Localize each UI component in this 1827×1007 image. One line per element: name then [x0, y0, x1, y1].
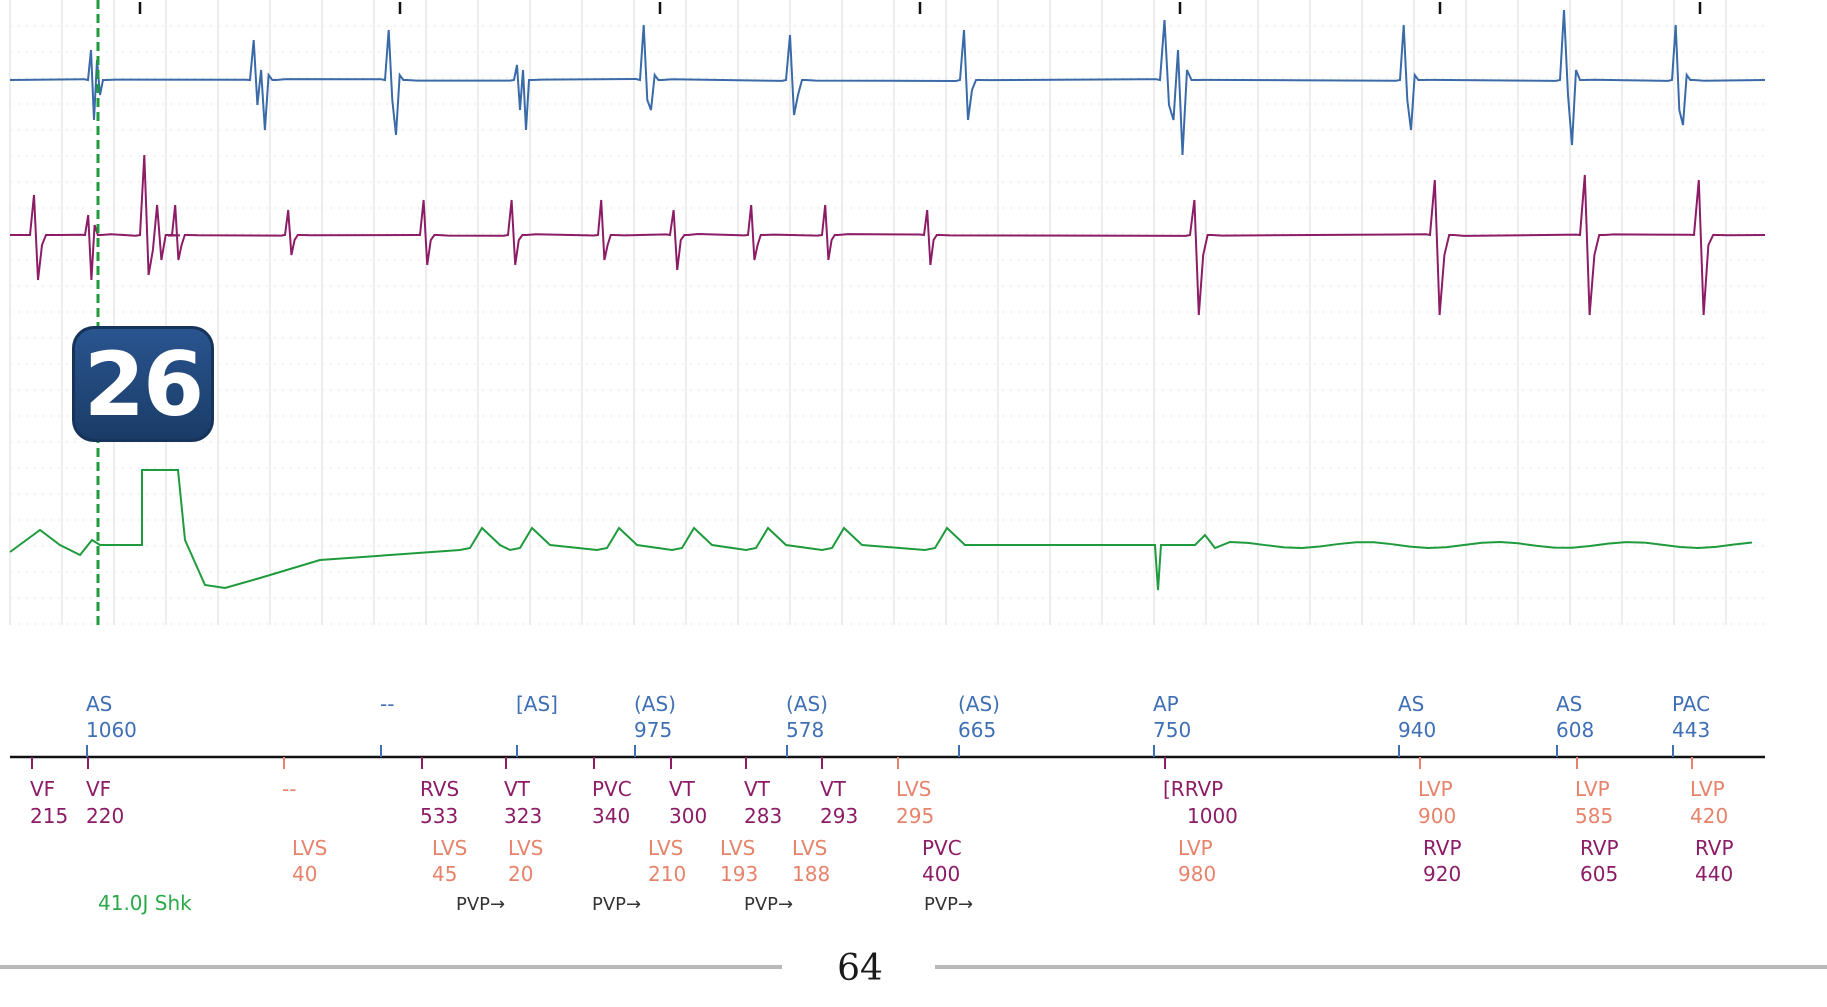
atrial-marker-label: AS: [1556, 692, 1582, 716]
ventricular-marker-value: 900: [1418, 804, 1456, 828]
atrial-marker-label: AS: [1398, 692, 1424, 716]
trace-channel-1: [10, 10, 1765, 155]
secondary-marker-value: 920: [1423, 862, 1461, 886]
shock-label: 41.0J Shk: [98, 891, 192, 915]
secondary-marker-value: 40: [292, 862, 317, 886]
ventricular-marker-label: PVC: [592, 777, 632, 801]
secondary-marker-label: RVP: [1695, 836, 1734, 860]
secondary-marker-label: LVS: [508, 836, 543, 860]
ventricular-marker-value: 215: [30, 804, 68, 828]
marker-channel: AS1060-- [AS] (AS)975(AS)578(AS)665AP750AS…: [10, 692, 1765, 915]
ventricular-marker-value: 293: [820, 804, 858, 828]
ecg-grid: [10, 0, 1765, 625]
ventricular-marker-label: --: [282, 777, 296, 801]
ventricular-marker-label: LVP: [1690, 777, 1725, 801]
atrial-marker-value: 750: [1153, 718, 1191, 742]
atrial-marker-label: (AS): [958, 692, 1000, 716]
secondary-marker-label: PVC: [922, 836, 962, 860]
ventricular-marker-value: 585: [1575, 804, 1613, 828]
ventricular-marker-label: LVP: [1575, 777, 1610, 801]
secondary-marker-value: 20: [508, 862, 533, 886]
atrial-marker-label: AS: [86, 692, 112, 716]
ventricular-marker-label: VF: [86, 777, 111, 801]
trace-channel-2: [10, 155, 1765, 315]
atrial-marker-label: [AS]: [516, 692, 558, 716]
atrial-marker-label: (AS): [786, 692, 828, 716]
secondary-marker-label: LVP: [1178, 836, 1213, 860]
ventricular-marker-value: 220: [86, 804, 124, 828]
ventricular-marker-value: 283: [744, 804, 782, 828]
atrial-marker-label: AP: [1153, 692, 1179, 716]
pvp-label: PVP→: [456, 894, 505, 915]
ventricular-marker-label: LVP: [1418, 777, 1453, 801]
ventricular-marker-label: [RRVP: [1163, 777, 1223, 801]
figure-number-badge: 26: [72, 326, 214, 442]
ventricular-marker-value: 340: [592, 804, 630, 828]
ecg-traces: [10, 10, 1765, 590]
atrial-marker-label: --: [380, 692, 394, 716]
ventricular-marker-value: 1000: [1187, 804, 1238, 828]
atrial-marker-value: 608: [1556, 718, 1594, 742]
atrial-marker-label: PAC: [1672, 692, 1710, 716]
ventricular-marker-value: 533: [420, 804, 458, 828]
page-number: 64: [820, 948, 900, 989]
ventricular-marker-label: VF: [30, 777, 55, 801]
pvp-label: PVP→: [592, 894, 641, 915]
secondary-marker-value: 45: [432, 862, 457, 886]
ventricular-marker-label: VT: [820, 777, 847, 801]
secondary-marker-value: 980: [1178, 862, 1216, 886]
secondary-marker-value: 210: [648, 862, 686, 886]
atrial-marker-value: 1060: [86, 718, 137, 742]
ventricular-marker-label: LVS: [896, 777, 931, 801]
footer-rule-left: [0, 965, 782, 969]
secondary-marker-label: LVS: [292, 836, 327, 860]
ventricular-marker-label: VT: [744, 777, 771, 801]
ventricular-marker-label: VT: [669, 777, 696, 801]
secondary-marker-label: LVS: [792, 836, 827, 860]
atrial-marker-value: 975: [634, 718, 672, 742]
pvp-label: PVP→: [924, 894, 973, 915]
ventricular-marker-value: 295: [896, 804, 934, 828]
atrial-marker-value: 578: [786, 718, 824, 742]
pvp-label: PVP→: [744, 894, 793, 915]
secondary-marker-label: LVS: [432, 836, 467, 860]
ventricular-marker-label: VT: [504, 777, 531, 801]
ventricular-marker-value: 420: [1690, 804, 1728, 828]
secondary-marker-label: LVS: [720, 836, 755, 860]
secondary-marker-value: 193: [720, 862, 758, 886]
secondary-marker-value: 188: [792, 862, 830, 886]
secondary-marker-label: RVP: [1423, 836, 1462, 860]
secondary-marker-value: 440: [1695, 862, 1733, 886]
secondary-marker-label: LVS: [648, 836, 683, 860]
atrial-marker-value: 665: [958, 718, 996, 742]
secondary-marker-label: RVP: [1580, 836, 1619, 860]
atrial-marker-value: 940: [1398, 718, 1436, 742]
ventricular-marker-label: RVS: [420, 777, 459, 801]
ventricular-marker-value: 323: [504, 804, 542, 828]
ventricular-marker-value: 300: [669, 804, 707, 828]
atrial-marker-value: 443: [1672, 718, 1710, 742]
atrial-marker-label: (AS): [634, 692, 676, 716]
figure-number: 26: [84, 333, 202, 436]
secondary-marker-value: 400: [922, 862, 960, 886]
secondary-marker-value: 605: [1580, 862, 1618, 886]
footer-rule-right: [935, 965, 1827, 969]
